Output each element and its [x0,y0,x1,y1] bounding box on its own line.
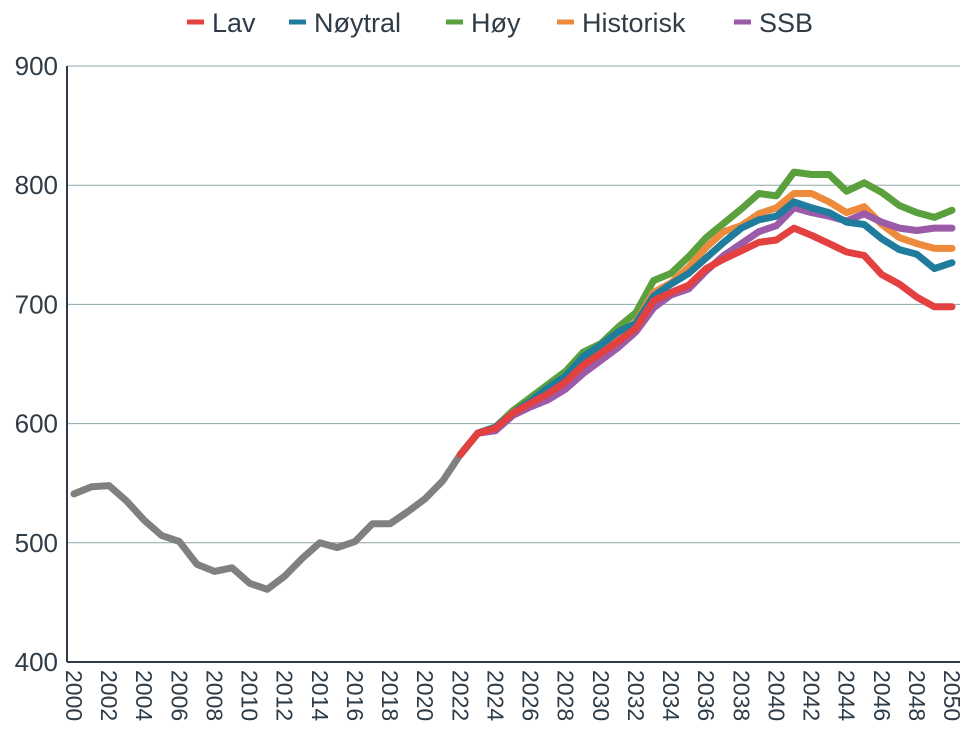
y-axis-ticks: 900 800 700 600 500 400 [15,51,58,677]
legend-item: Høy [446,8,521,38]
legend-label: SSB [759,8,813,38]
legend-label: Historisk [582,8,686,38]
x-tick-label: 2038 [728,670,754,721]
legend-item: Nøytral [289,8,401,38]
x-tick-label: 2028 [553,670,579,721]
x-tick-label: 2008 [201,670,227,721]
x-axis-ticks: 2000 2002 2004 2006 2008 2010 2012 2014 2016 2018… [61,670,965,721]
legend-item: Historisk [557,8,686,38]
x-tick-label: 2002 [96,670,122,721]
x-tick-label: 2042 [799,670,825,721]
x-tick-label: 2000 [61,670,87,721]
x-tick-label: 2050 [939,670,965,721]
y-tick-label: 900 [15,51,58,81]
x-tick-label: 2020 [412,670,438,721]
y-tick-label: 400 [15,647,58,677]
x-tick-label: 2048 [904,670,930,721]
y-tick-label: 600 [15,409,58,439]
y-tick-label: 500 [15,528,58,558]
x-tick-label: 2046 [869,670,895,721]
x-tick-label: 2018 [377,670,403,721]
x-tick-label: 2014 [307,670,333,721]
legend-label: Høy [471,8,521,38]
x-tick-label: 2044 [834,670,860,721]
x-tick-label: 2012 [272,670,298,721]
x-tick-label: 2006 [166,670,192,721]
series-line-lav [456,224,956,459]
chart-legend: Lav Nøytral Høy Historisk SSB [187,8,813,38]
x-tick-label: 2016 [342,670,368,721]
series-lines [70,168,956,593]
x-tick-label: 2030 [588,670,614,721]
axes [66,66,960,663]
legend-label: Lav [212,8,256,38]
series-line-historical-data [70,451,464,593]
series-line-noytral [456,198,956,459]
y-tick-label: 800 [15,170,58,200]
series-line-hoy [456,168,956,459]
x-tick-label: 2004 [131,670,157,721]
gridlines [67,65,960,544]
legend-label: Nøytral [314,8,401,38]
x-tick-label: 2022 [447,670,473,721]
y-tick-label: 700 [15,289,58,319]
x-tick-label: 2040 [763,670,789,721]
x-tick-label: 2024 [482,670,508,721]
x-tick-label: 2034 [658,670,684,721]
legend-item: SSB [734,8,813,38]
x-tick-label: 2036 [693,670,719,721]
x-tick-label: 2026 [518,670,544,721]
x-tick-label: 2010 [237,670,263,721]
legend-item: Lav [187,8,256,38]
x-tick-label: 2032 [623,670,649,721]
